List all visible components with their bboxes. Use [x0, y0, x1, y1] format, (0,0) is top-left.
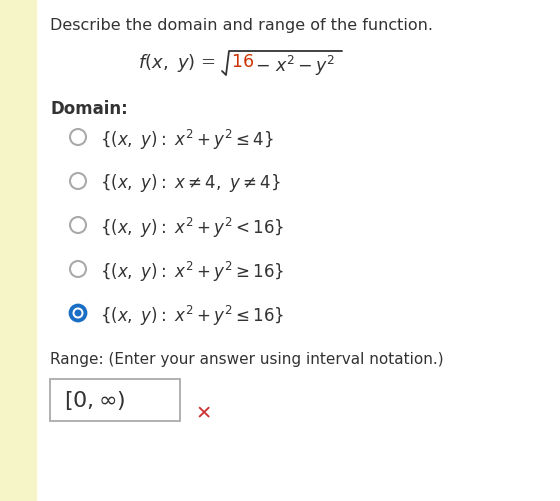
Text: $\{(x,\ y):\ x \neq 4,\ y \neq 4\}$: $\{(x,\ y):\ x \neq 4,\ y \neq 4\}$: [100, 172, 281, 193]
Text: $16$: $16$: [231, 54, 254, 71]
Bar: [0, 0, 36, 501]
Text: $\{(x,\ y):\ x^2 + y^2 \leq 4\}$: $\{(x,\ y):\ x^2 + y^2 \leq 4\}$: [100, 128, 274, 152]
Text: ✕: ✕: [196, 404, 212, 423]
Text: $[0,\infty)$: $[0,\infty)$: [64, 389, 125, 412]
Text: Domain:: Domain:: [50, 100, 128, 118]
Bar: [50, 379, 180, 421]
Circle shape: [72, 308, 83, 319]
Text: $\{(x,\ y):\ x^2 + y^2 \leq 16\}$: $\{(x,\ y):\ x^2 + y^2 \leq 16\}$: [100, 304, 284, 328]
Circle shape: [74, 310, 82, 317]
Text: Range: (Enter your answer using interval notation.): Range: (Enter your answer using interval…: [50, 351, 444, 366]
Text: Describe the domain and range of the function.: Describe the domain and range of the fun…: [50, 18, 433, 33]
Text: $\mathit{f(x,\ y)}$ =: $\mathit{f(x,\ y)}$ =: [138, 52, 218, 74]
Text: $\{(x,\ y):\ x^2 + y^2 \geq 16\}$: $\{(x,\ y):\ x^2 + y^2 \geq 16\}$: [100, 260, 284, 284]
Text: $\{(x,\ y):\ x^2 + y^2 < 16\}$: $\{(x,\ y):\ x^2 + y^2 < 16\}$: [100, 215, 284, 239]
Circle shape: [70, 306, 86, 321]
Text: $-\ x^2 - y^2$: $-\ x^2 - y^2$: [255, 54, 335, 78]
